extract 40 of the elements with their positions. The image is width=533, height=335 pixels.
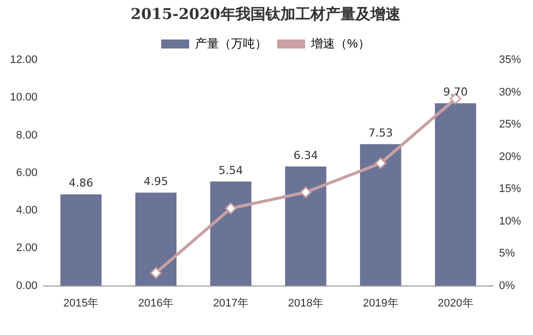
bar (434, 103, 476, 286)
y2-tick-label: 30% (498, 86, 522, 98)
x-tick-label: 2015年 (63, 297, 99, 310)
bar (285, 166, 326, 286)
data-label: 9.70 (443, 86, 468, 99)
y2-tick-label: 5% (498, 248, 516, 260)
bar (360, 144, 402, 286)
y2-tick-label: 20% (498, 150, 522, 163)
data-label: 6.34 (293, 148, 318, 162)
x-tick-label: 2019年 (362, 297, 398, 310)
y2-tick-label: 15% (498, 183, 522, 196)
y2-tick-label: 10% (498, 215, 522, 228)
data-label: 4.86 (68, 176, 94, 190)
x-tick-label: 2018年 (288, 297, 324, 310)
x-tick-label: 2016年 (138, 297, 174, 310)
x-tick-label: 2020年 (438, 297, 474, 310)
y-tick-label: 12.00 (10, 54, 38, 66)
point (300, 186, 312, 198)
y-tick-label: 8.00 (16, 129, 38, 142)
y-tick-label: 4.00 (16, 204, 38, 217)
point (225, 202, 237, 214)
x-tick-label: 2017年 (213, 297, 249, 310)
bar (210, 182, 252, 286)
data-label: 5.54 (218, 164, 244, 177)
y-tick-label: 2.00 (16, 242, 38, 254)
bar (60, 194, 102, 286)
point (150, 267, 162, 279)
legend-label: 产量（万吨） (195, 36, 268, 50)
data-label: 4.95 (144, 175, 168, 188)
chart-title: 2015-2020年我国钛加工材产量及增速 (130, 4, 402, 23)
legend-label: 增速（%） (310, 36, 370, 50)
y2-tick-label: 35% (498, 54, 522, 66)
y-tick-label: 6.00 (16, 166, 38, 179)
y2-tick-label: 0% (498, 280, 516, 292)
data-label: 7.53 (368, 126, 393, 140)
point (374, 157, 386, 169)
bar (135, 192, 176, 286)
y-tick-label: 10.00 (10, 92, 38, 104)
y2-tick-label: 25% (498, 118, 522, 131)
y-tick-label: 0.00 (16, 280, 38, 292)
